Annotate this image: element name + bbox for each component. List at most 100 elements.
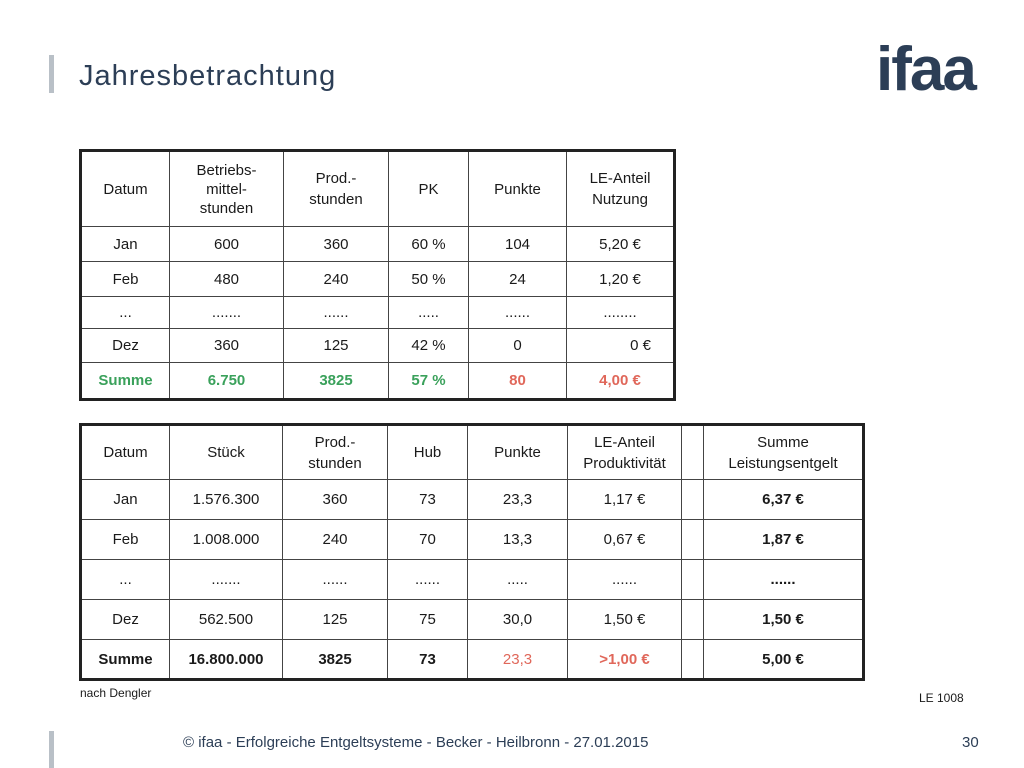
table-cell: ...... [703,559,864,600]
table1-sum-row: Summe 6.750 3825 57 % 80 4,00 € [80,362,675,400]
table2-header-cell: Hub [387,424,468,480]
table2-header-cell: Prod.- stunden [282,424,388,480]
table-cell: ....... [169,559,283,600]
source-note: nach Dengler [80,686,152,700]
table2-header-cell: LE-Anteil Produktivität [567,424,682,480]
table-cell: Jan [80,479,170,520]
sum-label: Summe [80,362,170,400]
table-row: Dez 562.500 125 75 30,0 1,50 € 1,50 € [80,599,864,640]
table2-header-cell: Datum [80,424,170,480]
table-cell: 50 % [388,261,469,297]
table-cell: 562.500 [169,599,283,640]
table-cell: Jan [80,226,170,262]
sum-cell: >1,00 € [567,639,682,680]
table-cell: 240 [283,261,389,297]
table-row: ... ....... ...... ..... ...... ........ [80,296,675,329]
sum-cell: 16.800.000 [169,639,283,680]
table1-header-cell: Prod.- stunden [283,150,389,227]
logo-text: ifaa [876,40,977,96]
table-cell: 240 [282,519,388,560]
table-cell: Feb [80,261,170,297]
footer-text: © ifaa - Erfolgreiche Entgeltsysteme - B… [183,734,649,751]
table-row: Jan 600 360 60 % 104 5,20 € [80,226,675,262]
table-cell: 125 [283,328,389,363]
table1-header-cell: Punkte [468,150,567,227]
table-cell: Dez [80,328,170,363]
reference-label: LE 1008 [919,691,964,705]
table-cell: 1,17 € [567,479,682,520]
sum-cell: 6.750 [169,362,284,400]
table-cell: 30,0 [467,599,568,640]
table2-sum-row: Summe 16.800.000 3825 73 23,3 >1,00 € 5,… [80,639,864,680]
table-cell: 75 [387,599,468,640]
table-row: ... ....... ...... ...... ..... ...... .… [80,559,864,600]
table-cell: ...... [567,559,682,600]
table-row: Feb 480 240 50 % 24 1,20 € [80,261,675,297]
productivity-table: Datum Stück Prod.- stunden Hub Punkte LE… [79,423,865,681]
table2-spacer-cell [681,519,704,560]
table-cell: ....... [169,296,284,329]
ifaa-logo: ifaa [876,40,979,96]
table1-header-cell: Betriebs- mittel- stunden [169,150,284,227]
table-cell: 360 [283,226,389,262]
table-cell: 42 % [388,328,469,363]
table-cell: 360 [169,328,284,363]
table1-header-cell: PK [388,150,469,227]
table2-spacer-cell [681,479,704,520]
sum-label: Summe [80,639,170,680]
table2-header-cell: Punkte [467,424,568,480]
table-cell: 600 [169,226,284,262]
table1-header-cell: LE-Anteil Nutzung [566,150,675,227]
page-number: 30 [962,734,979,751]
table-cell: 0 [468,328,567,363]
sum-cell: 80 [468,362,567,400]
table-cell: 1.576.300 [169,479,283,520]
table-cell: ..... [388,296,469,329]
table2-header-row: Datum Stück Prod.- stunden Hub Punkte LE… [80,424,864,480]
table-cell: 1,50 € [703,599,864,640]
table2-header-cell: Stück [169,424,283,480]
table-row: Dez 360 125 42 % 0 0 € [80,328,675,363]
table-cell: 125 [282,599,388,640]
sum-cell: 5,00 € [703,639,864,680]
table-cell: 23,3 [467,479,568,520]
table2-spacer-cell [681,639,704,680]
sum-cell: 4,00 € [566,362,675,400]
table2-spacer-cell [681,599,704,640]
sum-cell: 3825 [282,639,388,680]
table1-header-row: Datum Betriebs- mittel- stunden Prod.- s… [80,150,675,227]
footer-accent-bar [49,731,54,768]
table-cell: Dez [80,599,170,640]
table-cell: 6,37 € [703,479,864,520]
table-cell: 60 % [388,226,469,262]
table1-header-cell: Datum [80,150,170,227]
table-cell: 0,67 € [567,519,682,560]
table-cell: 1,87 € [703,519,864,560]
table-cell: ........ [566,296,675,329]
table-cell: 0 € [566,328,675,363]
table2-spacer-cell [681,424,704,480]
table2-spacer-cell [681,559,704,600]
table-cell: ...... [282,559,388,600]
table-row: Jan 1.576.300 360 73 23,3 1,17 € 6,37 € [80,479,864,520]
table-cell: ...... [468,296,567,329]
table-cell: 70 [387,519,468,560]
table-cell: 1,50 € [567,599,682,640]
table-cell: ... [80,559,170,600]
sum-cell: 23,3 [467,639,568,680]
sum-cell: 73 [387,639,468,680]
table-cell: ...... [387,559,468,600]
table-cell: ... [80,296,170,329]
table-cell: ..... [467,559,568,600]
table-cell: 5,20 € [566,226,675,262]
table-cell: 13,3 [467,519,568,560]
title-accent-bar [49,55,54,93]
table-cell: 73 [387,479,468,520]
table-cell: 104 [468,226,567,262]
table-cell: ...... [283,296,389,329]
sum-cell: 57 % [388,362,469,400]
table-cell: 1.008.000 [169,519,283,560]
machine-utilization-table: Datum Betriebs- mittel- stunden Prod.- s… [79,149,676,401]
table-cell: Feb [80,519,170,560]
sum-cell: 3825 [283,362,389,400]
